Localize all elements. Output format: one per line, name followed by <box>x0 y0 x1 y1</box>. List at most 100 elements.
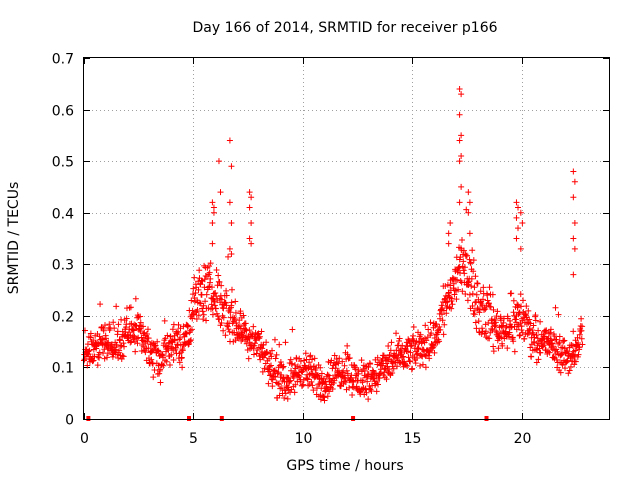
data-point <box>374 354 381 361</box>
data-point <box>309 356 316 363</box>
data-point <box>291 389 298 396</box>
data-point <box>220 305 227 312</box>
data-point <box>220 314 227 321</box>
data-point <box>132 295 139 302</box>
data-point <box>490 343 497 350</box>
data-point <box>547 329 554 336</box>
data-point <box>200 302 207 309</box>
data-point <box>193 316 200 323</box>
data-point <box>578 335 585 342</box>
data-point <box>428 330 435 337</box>
data-point <box>157 366 164 373</box>
data-point <box>529 329 536 336</box>
data-point <box>218 296 225 303</box>
data-point <box>235 330 242 337</box>
data-point <box>518 303 525 310</box>
data-point <box>494 308 501 315</box>
data-point <box>141 329 148 336</box>
data-point <box>482 306 489 313</box>
data-point <box>453 296 460 303</box>
data-point <box>320 393 327 400</box>
data-point <box>358 357 365 364</box>
data-point <box>535 327 542 334</box>
data-point <box>542 328 549 335</box>
plot-frame <box>83 57 610 420</box>
data-point <box>280 363 287 370</box>
data-point <box>486 335 493 342</box>
data-point <box>458 132 465 139</box>
data-point <box>525 307 532 314</box>
data-point <box>383 376 390 383</box>
data-point <box>513 199 520 206</box>
data-point <box>189 291 196 298</box>
data-point <box>206 263 213 270</box>
data-point <box>492 319 499 326</box>
y-tick-label: 0.5 <box>52 155 74 171</box>
data-point <box>468 275 475 282</box>
data-point <box>515 225 521 232</box>
data-point <box>488 325 495 332</box>
data-point <box>273 351 280 358</box>
data-point <box>222 299 229 306</box>
data-point <box>272 355 279 362</box>
data-point <box>160 354 167 361</box>
data-point <box>343 367 350 374</box>
data-point <box>97 301 104 308</box>
data-point <box>574 334 581 341</box>
data-point <box>498 334 505 341</box>
data-point <box>297 358 304 365</box>
data-point <box>128 320 135 327</box>
y-tick-label: 0.4 <box>52 207 74 223</box>
data-point <box>423 337 430 344</box>
data-point <box>528 353 535 360</box>
data-point <box>186 338 193 345</box>
data-point <box>335 360 342 367</box>
data-point <box>212 305 219 312</box>
data-point <box>454 276 461 283</box>
data-point <box>460 267 467 274</box>
data-point <box>223 292 230 299</box>
data-point <box>467 259 474 266</box>
data-point <box>240 332 247 339</box>
data-point <box>377 370 384 377</box>
data-point <box>460 247 467 254</box>
x-tick-label: 0 <box>80 431 89 447</box>
data-point <box>173 328 180 335</box>
data-point <box>466 256 473 263</box>
data-point <box>510 297 517 304</box>
data-point <box>504 345 511 352</box>
data-point <box>412 360 419 367</box>
data-point <box>189 307 196 314</box>
data-point <box>228 163 235 170</box>
data-point <box>138 334 145 341</box>
data-point <box>511 348 518 355</box>
data-point <box>414 354 421 361</box>
data-point <box>556 333 563 340</box>
data-point <box>144 330 150 337</box>
data-point <box>223 287 230 294</box>
data-point <box>532 312 539 319</box>
data-point <box>393 330 400 337</box>
data-point <box>113 303 120 310</box>
baseline-marks <box>86 416 489 421</box>
data-point <box>431 334 438 341</box>
data-point <box>200 311 207 318</box>
data-point <box>397 352 404 359</box>
data-point <box>274 370 281 377</box>
data-point <box>302 350 309 357</box>
data-point <box>490 306 497 313</box>
data-point <box>206 283 213 290</box>
y-axis-label: SRMTID / TECUs <box>6 182 22 295</box>
data-point <box>314 372 321 379</box>
data-point <box>472 299 479 306</box>
data-point <box>206 269 213 276</box>
data-point <box>258 328 265 335</box>
data-point <box>426 348 433 355</box>
data-point <box>246 189 253 196</box>
data-point <box>365 364 372 371</box>
data-point <box>282 339 289 346</box>
data-point <box>517 245 524 252</box>
data-point <box>127 304 134 311</box>
grid <box>84 58 609 419</box>
data-point <box>175 321 182 328</box>
